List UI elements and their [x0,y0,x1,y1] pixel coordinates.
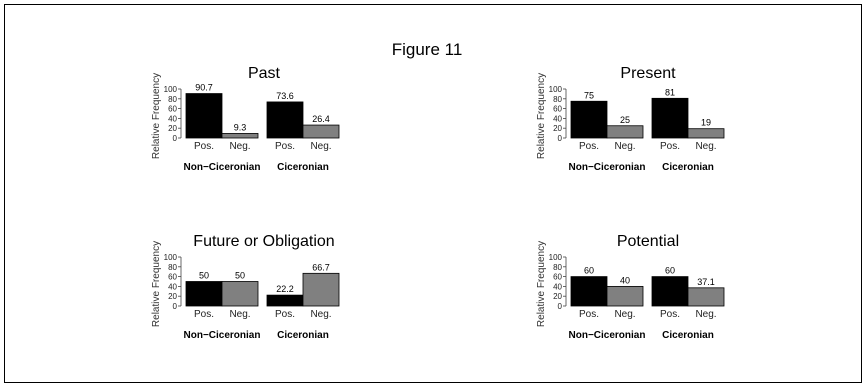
figure-frame [4,4,862,383]
bar-neg [302,124,340,139]
bar-pos [651,97,689,139]
chart-title: Future or Obligation [193,233,334,250]
bar-neg [302,272,340,307]
bar-pos [266,101,304,139]
y-tick-label: 0 [558,134,563,143]
y-tick-label: 60 [168,105,177,114]
bar-pos [570,276,608,307]
y-tick-label: 100 [164,85,178,94]
x-tick-label: Pos. [275,141,295,152]
x-tick-label: Neg. [229,141,250,152]
bar-pos [570,100,608,139]
x-tick-label: Neg. [614,309,635,320]
bar-pos [185,93,223,139]
group-label: Non−Ciceronian [569,330,646,341]
y-tick-label: 40 [168,114,177,123]
bar-neg [606,125,644,139]
bar-neg [687,287,725,307]
y-tick-label: 60 [553,273,562,282]
data-label: 50 [199,271,209,281]
data-label: 60 [665,266,675,276]
y-tick-label: 40 [553,114,562,123]
x-tick-label: Neg. [229,309,250,320]
bar-pos [185,281,223,307]
x-tick-label: Pos. [660,141,680,152]
x-tick-label: Neg. [310,309,331,320]
x-tick-label: Neg. [614,141,635,152]
group-label: Ciceronian [662,330,714,341]
chart-title: Present [620,65,676,82]
y-tick-label: 80 [553,95,562,104]
data-label: 75 [584,90,594,100]
chart-title: Past [248,65,281,82]
chart-panel-3: Future or Obligation 020406080100Relative… [151,233,340,341]
data-label: 25 [620,115,630,125]
bar-neg [687,128,725,139]
y-tick-label: 0 [173,134,178,143]
data-label: 60 [584,266,594,276]
y-tick-label: 60 [168,273,177,282]
y-tick-label: 20 [553,292,562,301]
data-label: 9.3 [234,122,247,132]
group-label: Non−Ciceronian [184,162,261,173]
y-axis-label: Relative Frequency [151,73,162,159]
x-tick-label: Neg. [695,309,716,320]
group-label: Ciceronian [662,162,714,173]
x-tick-label: Pos. [275,309,295,320]
group-label: Non−Ciceronian [569,162,646,173]
data-label: 50 [235,271,245,281]
y-tick-label: 40 [168,282,177,291]
y-axis-label: Relative Frequency [151,241,162,327]
y-axis-label: Relative Frequency [536,73,547,159]
bar-neg [606,285,644,307]
y-tick-label: 60 [553,105,562,114]
data-label: 26.4 [312,114,330,124]
y-tick-label: 80 [168,95,177,104]
figure-title: Figure 11 [392,40,463,59]
y-tick-label: 20 [168,292,177,301]
y-tick-label: 20 [553,124,562,133]
data-label: 37.1 [697,277,715,287]
data-label: 90.7 [195,83,213,93]
y-axis-label: Relative Frequency [536,241,547,327]
y-tick-label: 80 [168,263,177,272]
group-label: Ciceronian [277,162,329,173]
y-tick-label: 0 [173,302,178,311]
y-tick-label: 40 [553,282,562,291]
group-label: Ciceronian [277,330,329,341]
bar-neg [221,133,259,139]
y-tick-label: 80 [553,263,562,272]
x-tick-label: Neg. [695,141,716,152]
chart-title: Potential [617,233,679,250]
bar-pos [651,276,689,307]
data-label: 73.6 [276,91,294,101]
y-tick-label: 100 [164,253,178,262]
data-label: 40 [620,275,630,285]
bar-neg [221,281,259,307]
data-label: 22.2 [276,284,294,294]
data-label: 19 [701,118,711,128]
y-tick-label: 20 [168,124,177,133]
x-tick-label: Pos. [579,309,599,320]
bar-pos [266,294,304,307]
y-tick-label: 0 [558,302,563,311]
group-label: Non−Ciceronian [184,330,261,341]
x-tick-label: Neg. [310,141,331,152]
x-tick-label: Pos. [194,309,214,320]
y-tick-label: 100 [549,253,563,262]
y-tick-label: 100 [549,85,563,94]
data-label: 66.7 [312,262,330,272]
x-tick-label: Pos. [660,309,680,320]
x-tick-label: Pos. [579,141,599,152]
data-label: 81 [665,87,675,97]
x-tick-label: Pos. [194,141,214,152]
